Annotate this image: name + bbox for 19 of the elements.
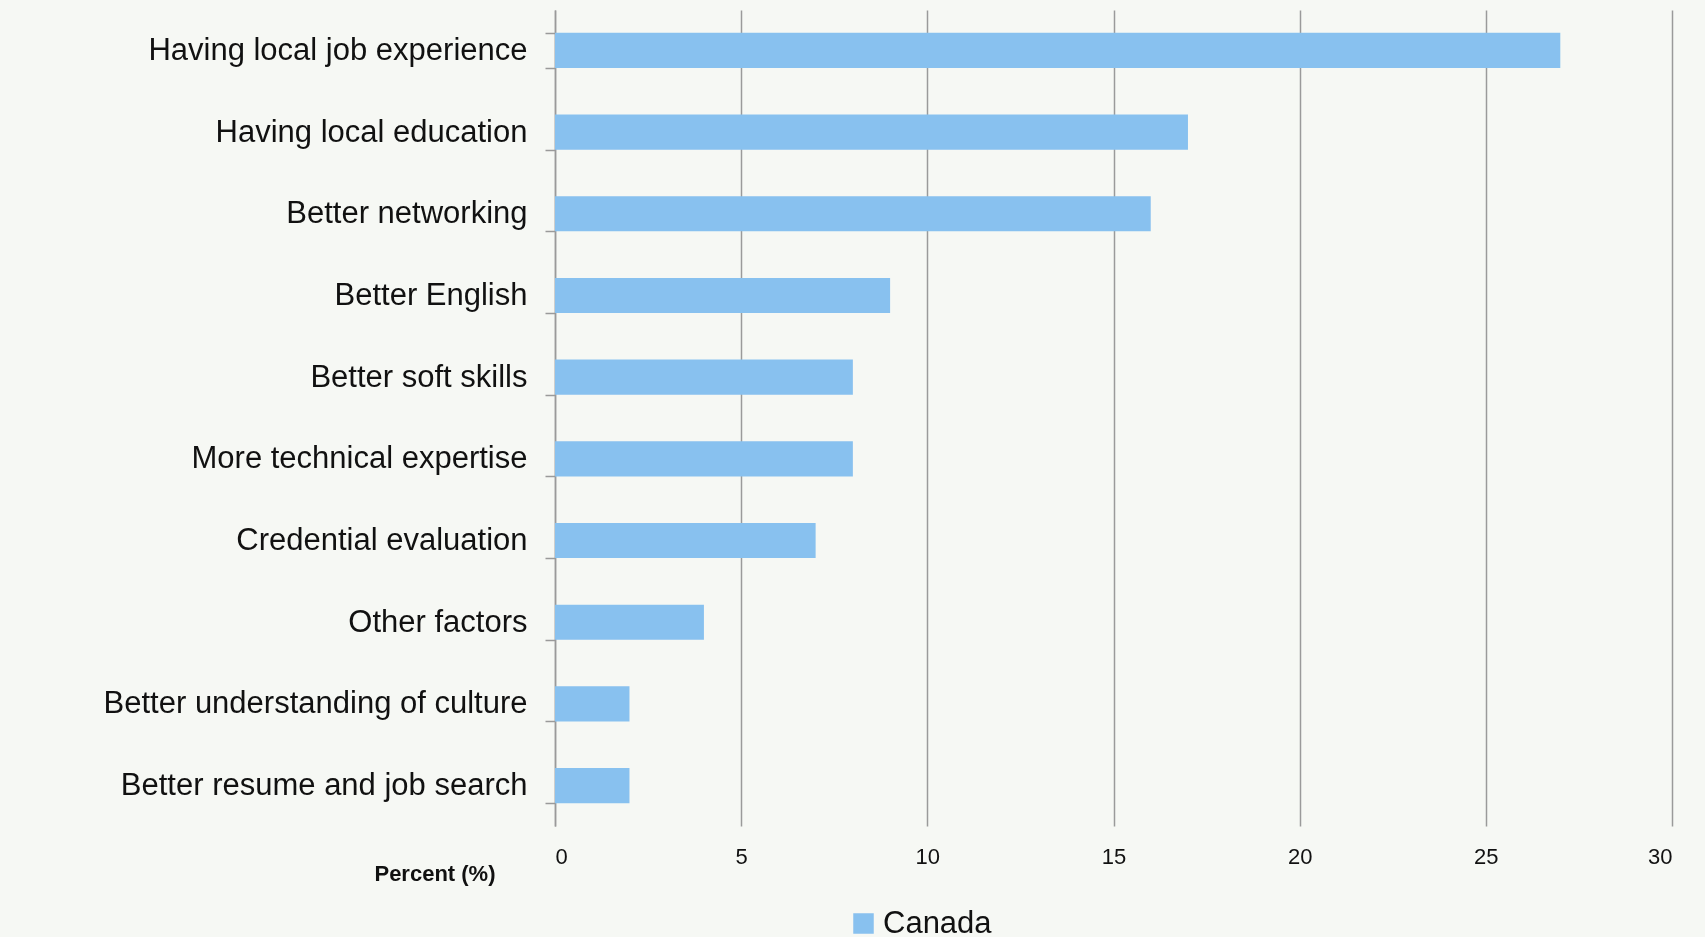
y-tick-label: Better networking: [286, 195, 528, 231]
y-tick-label: Better soft skills: [310, 358, 528, 394]
x-axis-title: Percent (%): [374, 860, 496, 886]
y-tick-label: Having local job experience: [148, 31, 528, 67]
x-tick-label: 0: [555, 843, 568, 869]
x-tick-label: 10: [915, 843, 941, 869]
y-tick-label: Other factors: [348, 603, 528, 639]
x-tick-label: 30: [1648, 843, 1673, 869]
x-tick-label: 5: [735, 843, 748, 869]
x-tick-label: 20: [1287, 843, 1313, 869]
y-tick-label: Credential evaluation: [236, 522, 528, 558]
y-tick-label: More technical expertise: [191, 440, 528, 476]
x-tick-label: 25: [1474, 843, 1499, 869]
y-tick-label: Having local education: [215, 113, 528, 149]
y-tick-label: Better understanding of culture: [103, 685, 528, 721]
x-tick-label: 15: [1101, 843, 1127, 869]
legend-label: Canada: [883, 904, 993, 937]
y-tick-label: Better English: [334, 276, 528, 312]
y-tick-label: Better resume and job search: [120, 767, 528, 803]
